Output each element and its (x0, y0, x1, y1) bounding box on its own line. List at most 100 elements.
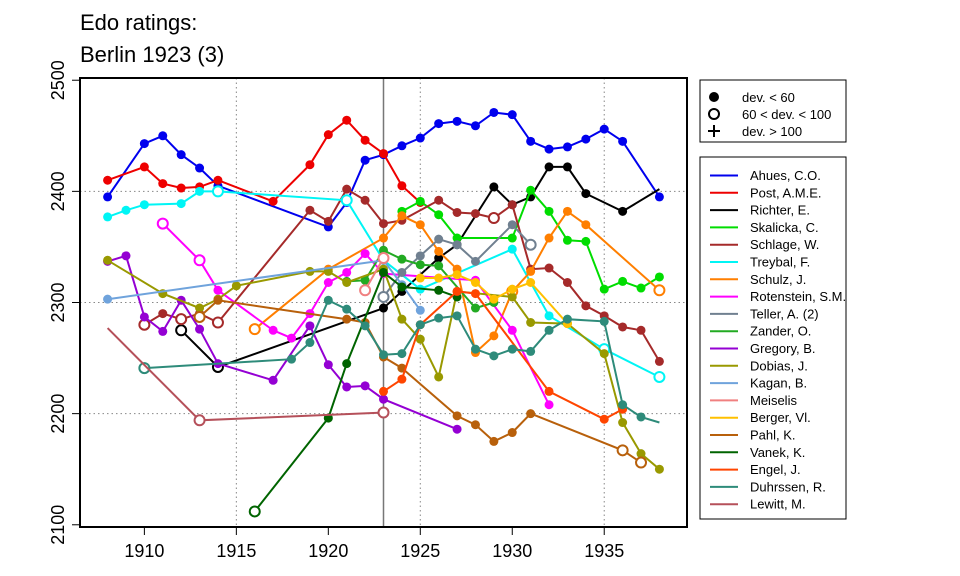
marker-legend-label: 60 < dev. < 100 (742, 107, 831, 122)
data-point (268, 375, 278, 385)
data-point (415, 260, 425, 270)
data-point (618, 322, 628, 332)
data-point (158, 179, 168, 189)
data-point (360, 381, 370, 391)
legend-label: Gregory, B. (750, 341, 816, 356)
grid (80, 78, 687, 527)
legend-label: Dobias, J. (750, 358, 808, 373)
data-point (415, 305, 425, 315)
data-point (452, 311, 462, 321)
data-point (323, 130, 333, 140)
data-point (489, 182, 499, 192)
data-point (636, 412, 646, 422)
data-point (653, 284, 666, 297)
data-point (452, 116, 462, 126)
x-tick-label: 1920 (308, 541, 348, 561)
data-point (526, 318, 536, 328)
data-point (544, 263, 554, 273)
x-tick-label: 1935 (584, 541, 624, 561)
data-point (434, 253, 444, 263)
data-point (524, 238, 537, 251)
series-vanek-k- (248, 267, 462, 518)
data-point (397, 211, 407, 221)
series-engel-j- (379, 286, 628, 424)
series-legend: Ahues, C.O. Post, A.M.E. Richter, E. Skalic… (699, 156, 847, 520)
data-point (379, 149, 388, 159)
data-point (618, 400, 628, 410)
data-point (654, 464, 664, 474)
data-point (342, 267, 352, 277)
legend-label: Schulz, J. (750, 272, 806, 287)
marker-legend-label: dev. > 100 (742, 124, 802, 139)
data-point (305, 321, 315, 331)
legend-label: Lewitt, M. (750, 497, 806, 512)
y-tick-label: 2100 (48, 505, 68, 545)
data-point (434, 246, 444, 256)
x-tick-label: 1925 (400, 541, 440, 561)
data-point (176, 199, 186, 209)
data-point (452, 233, 462, 243)
data-point (193, 414, 206, 427)
data-point (618, 418, 628, 428)
data-point (211, 185, 224, 198)
chart-subtitle: Berlin 1923 (3) (80, 42, 225, 67)
data-point (489, 107, 499, 117)
data-point (636, 449, 646, 459)
data-point (544, 386, 554, 396)
data-point (544, 400, 554, 410)
data-point (121, 251, 131, 261)
data-point (195, 324, 205, 334)
data-point (544, 144, 554, 154)
data-point (618, 206, 628, 216)
plot-frame (79, 77, 688, 528)
data-point (507, 344, 517, 354)
data-point (434, 234, 444, 244)
marker-legend: dev. < 60 60 < dev. < 100 dev. > 100 (699, 79, 847, 143)
marker-open (708, 108, 720, 120)
series-line (107, 118, 421, 204)
data-point (452, 424, 462, 434)
data-point (507, 284, 517, 294)
data-point (360, 249, 370, 259)
data-point (342, 359, 352, 369)
data-point (544, 311, 554, 321)
legend-label: Engel, J. (750, 462, 801, 477)
data-point (342, 184, 352, 194)
data-point (489, 331, 499, 341)
data-point (434, 195, 444, 205)
data-point (470, 256, 480, 266)
legend-label: Zander, O. (750, 324, 811, 339)
data-point (452, 207, 462, 217)
data-point (323, 277, 333, 287)
data-point (654, 272, 664, 282)
data-point (342, 314, 352, 324)
data-point (434, 119, 444, 129)
series-richter-e- (175, 162, 660, 373)
data-point (268, 325, 278, 335)
data-point (470, 303, 480, 313)
data-point (599, 349, 609, 359)
data-point (415, 334, 425, 344)
y-tick-label: 2500 (48, 60, 68, 100)
data-point (158, 326, 168, 336)
series-line (364, 257, 385, 291)
data-point (139, 200, 149, 210)
y-axis: 2100 2200 2300 2400 2500 (48, 60, 79, 545)
data-point (562, 235, 572, 245)
data-point (305, 338, 315, 348)
data-point (599, 124, 609, 134)
data-point (176, 150, 186, 160)
legend-label: Pahl, K. (750, 428, 796, 443)
data-point (581, 189, 591, 199)
data-point (213, 295, 223, 305)
data-point (287, 354, 297, 364)
series-line (382, 290, 624, 421)
data-point (121, 205, 131, 215)
data-point (487, 212, 500, 225)
data-point (342, 304, 352, 314)
data-point (489, 436, 499, 446)
data-point (415, 251, 425, 261)
data-point (434, 273, 444, 283)
data-point (377, 290, 390, 303)
